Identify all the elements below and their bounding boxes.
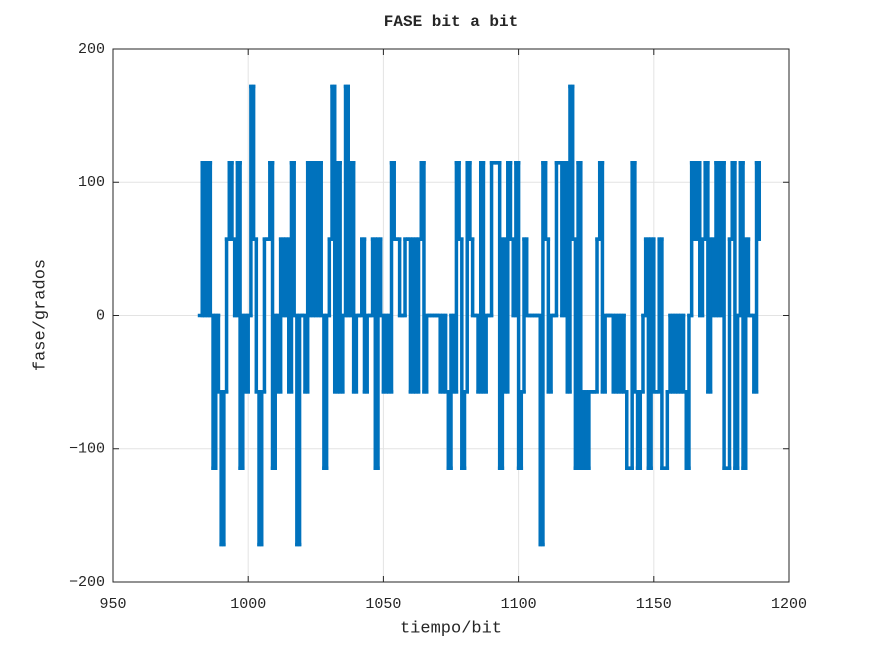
plot-area [197, 84, 762, 547]
x-tick-label: 1000 [230, 596, 266, 613]
x-tick-label: 950 [99, 596, 126, 613]
y-tick-label: −200 [69, 574, 105, 591]
y-tick-label: 200 [78, 41, 105, 58]
x-tick-label: 1050 [365, 596, 401, 613]
y-tick-label: 100 [78, 174, 105, 191]
x-tick-label: 1150 [636, 596, 672, 613]
x-tick-label: 1100 [501, 596, 537, 613]
chart-title: FASE bit a bit [384, 13, 518, 31]
y-axis-label: fase/grados [31, 259, 50, 371]
x-axis-label: tiempo/bit [400, 619, 502, 638]
y-tick-label: 0 [96, 307, 105, 324]
y-tick-label: −100 [69, 441, 105, 458]
x-tick-label: 1200 [771, 596, 807, 613]
